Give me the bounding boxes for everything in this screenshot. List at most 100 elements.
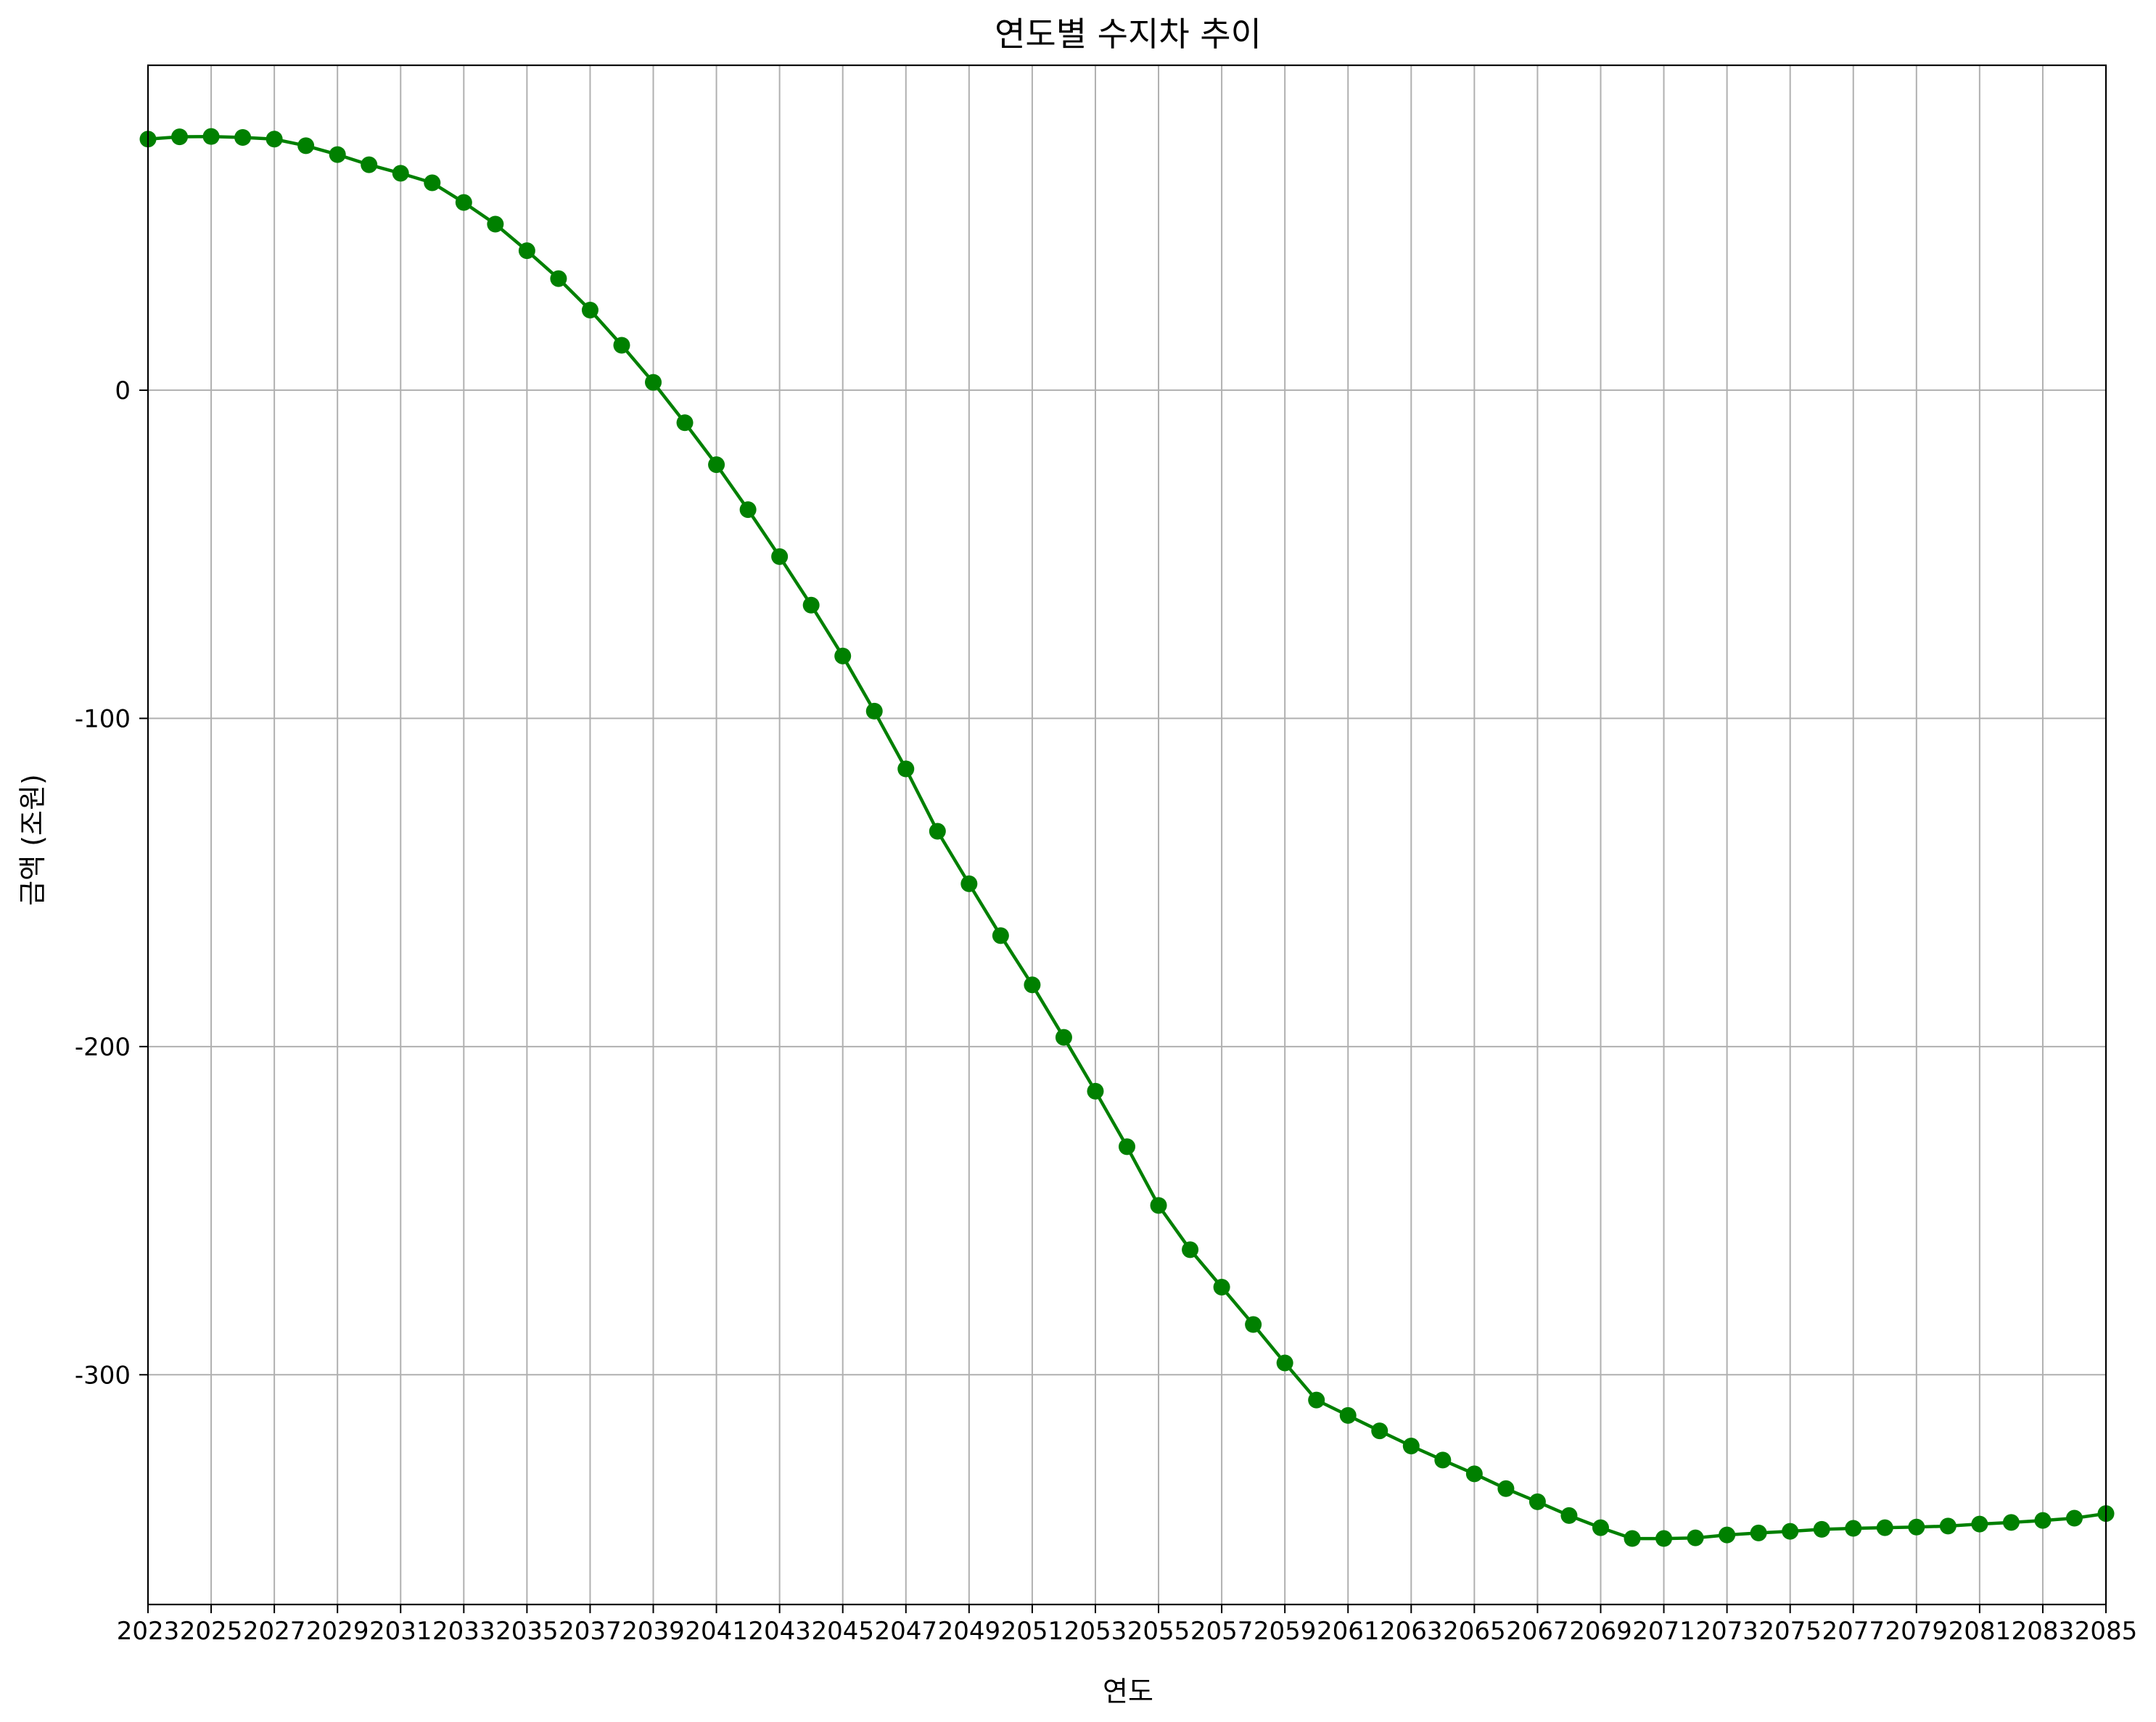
x-tick-label: 2051 xyxy=(1001,1617,1064,1646)
x-tick-label: 2071 xyxy=(1632,1617,1695,1646)
data-point xyxy=(361,156,378,173)
data-point xyxy=(1339,1406,1357,1424)
data-point xyxy=(1402,1437,1420,1454)
x-tick-label: 2059 xyxy=(1254,1617,1317,1646)
x-tick-label: 2067 xyxy=(1506,1617,1569,1646)
x-tick-label: 2063 xyxy=(1380,1617,1443,1646)
x-tick-label: 2049 xyxy=(938,1617,1001,1646)
x-tick-label: 2079 xyxy=(1885,1617,1949,1646)
data-point xyxy=(487,215,504,233)
y-tick-label: 0 xyxy=(115,376,131,405)
data-point xyxy=(1592,1519,1609,1536)
data-point xyxy=(1813,1520,1830,1538)
y-tick-label: -100 xyxy=(75,704,131,733)
data-point xyxy=(455,194,472,211)
data-point xyxy=(297,137,315,155)
data-point xyxy=(1276,1354,1293,1372)
x-tick-label: 2027 xyxy=(243,1617,306,1646)
grid-lines xyxy=(147,65,2107,1604)
data-point xyxy=(1371,1422,1388,1440)
data-point xyxy=(392,165,409,182)
chart-title: 연도별 수지차 추이 xyxy=(995,15,1262,54)
data-point xyxy=(518,242,535,260)
data-point xyxy=(1560,1507,1578,1524)
data-point xyxy=(550,270,567,287)
x-tick-label: 2035 xyxy=(495,1617,559,1646)
data-point xyxy=(581,302,598,319)
y-axis-label: 금액 (조원) xyxy=(17,774,49,906)
data-point xyxy=(234,129,252,147)
x-tick-label: 2073 xyxy=(1695,1617,1758,1646)
x-tick-label: 2075 xyxy=(1758,1617,1822,1646)
data-point xyxy=(1687,1529,1704,1546)
data-point xyxy=(865,702,883,720)
series-layer xyxy=(139,128,2115,1547)
x-tick-label: 2045 xyxy=(811,1617,874,1646)
x-tick-label: 2037 xyxy=(559,1617,622,1646)
x-tick-label: 2081 xyxy=(1949,1617,2012,1646)
data-point xyxy=(613,337,630,354)
data-point xyxy=(739,501,757,519)
y-tick-label: -300 xyxy=(75,1361,131,1390)
data-point xyxy=(1434,1451,1452,1469)
x-axis: 2023 2025 2027 2029 2031 2033 2035 2037 2039 2041… xyxy=(117,1604,2138,1646)
data-point xyxy=(266,131,283,148)
data-point xyxy=(1055,1029,1072,1046)
data-point xyxy=(1655,1530,1673,1547)
x-tick-label: 2039 xyxy=(622,1617,685,1646)
data-point xyxy=(1782,1523,1799,1540)
data-point xyxy=(1182,1241,1199,1258)
data-point xyxy=(1971,1515,1988,1533)
data-point xyxy=(2034,1512,2052,1529)
data-point xyxy=(1245,1316,1262,1333)
data-point xyxy=(708,456,725,474)
data-point xyxy=(1087,1082,1104,1100)
x-tick-label: 2023 xyxy=(117,1617,180,1646)
data-point xyxy=(1845,1520,1862,1537)
data-point xyxy=(1750,1524,1767,1541)
data-point xyxy=(1876,1519,1893,1536)
data-point xyxy=(960,875,978,892)
x-tick-label: 2069 xyxy=(1569,1617,1632,1646)
data-point xyxy=(1213,1278,1230,1295)
x-tick-label: 2083 xyxy=(2012,1617,2075,1646)
data-point xyxy=(802,596,820,614)
data-point xyxy=(171,128,189,146)
data-point xyxy=(1497,1480,1515,1497)
x-tick-label: 2061 xyxy=(1317,1617,1380,1646)
data-point xyxy=(992,927,1009,944)
data-point xyxy=(2065,1509,2083,1527)
x-tick-label: 2047 xyxy=(875,1617,938,1646)
data-point xyxy=(834,647,852,664)
x-tick-label: 2041 xyxy=(685,1617,748,1646)
data-point xyxy=(1908,1518,1925,1536)
data-point xyxy=(202,128,220,145)
data-point xyxy=(1939,1517,1957,1535)
x-tick-label: 2053 xyxy=(1064,1617,1127,1646)
x-tick-label: 2033 xyxy=(432,1617,495,1646)
x-tick-label: 2031 xyxy=(369,1617,432,1646)
data-point xyxy=(424,174,441,191)
data-point xyxy=(676,414,694,432)
data-point xyxy=(329,146,346,163)
x-tick-label: 2043 xyxy=(748,1617,811,1646)
data-point xyxy=(1024,976,1041,994)
data-point xyxy=(1528,1493,1546,1510)
plot-frame xyxy=(147,64,2107,1606)
data-point xyxy=(1465,1465,1483,1483)
x-tick-label: 2055 xyxy=(1127,1617,1190,1646)
x-axis-label: 연도 xyxy=(1103,1676,1153,1707)
x-tick-label: 2065 xyxy=(1443,1617,1506,1646)
y-tick-label: -200 xyxy=(75,1033,131,1062)
x-tick-label: 2085 xyxy=(2075,1617,2138,1646)
x-tick-label: 2025 xyxy=(180,1617,243,1646)
data-point xyxy=(771,548,789,565)
y-axis: 0 -100 -200 -300 xyxy=(75,376,148,1390)
x-tick-label: 2077 xyxy=(1822,1617,1885,1646)
data-point xyxy=(1150,1197,1167,1214)
data-point xyxy=(1308,1391,1325,1409)
data-point xyxy=(645,374,662,391)
data-point xyxy=(897,760,915,778)
data-point xyxy=(1119,1138,1135,1155)
